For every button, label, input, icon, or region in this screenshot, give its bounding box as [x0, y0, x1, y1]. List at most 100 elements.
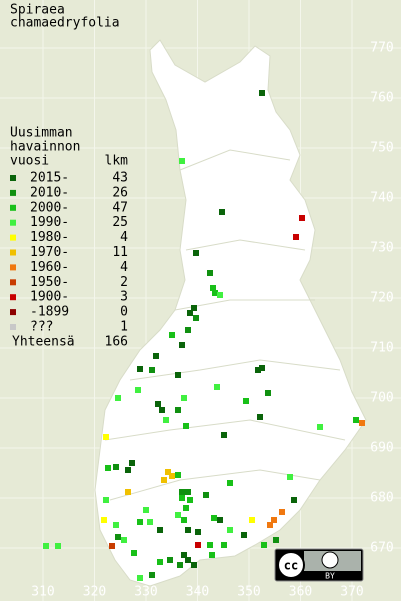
legend-count: 43: [112, 171, 128, 186]
observation-square: [165, 469, 171, 475]
observation-square: [181, 395, 187, 401]
x-tick-label: 350: [237, 585, 260, 600]
legend-header: havainnon: [10, 140, 80, 155]
observations: [43, 90, 365, 581]
legend-label: -1899: [30, 305, 69, 320]
observation-square: [227, 480, 233, 486]
x-tick-label: 330: [134, 585, 157, 600]
observation-square: [210, 285, 216, 291]
legend-swatch: [10, 204, 16, 211]
y-tick-label: 750: [370, 141, 393, 156]
title: Spiraea: [10, 3, 65, 18]
observation-square: [179, 489, 185, 495]
x-tick-label: 320: [83, 585, 106, 600]
observation-square: [169, 473, 175, 479]
observation-square: [129, 460, 135, 466]
y-tick-label: 710: [370, 341, 393, 356]
observation-square: [135, 387, 141, 393]
observation-square: [179, 495, 185, 501]
observation-square: [137, 519, 143, 525]
observation-square: [187, 497, 193, 503]
observation-square: [137, 575, 143, 581]
legend-label: 2010-: [30, 185, 69, 200]
observation-square: [121, 537, 127, 543]
finland-outline: [94, 39, 367, 587]
observation-square: [217, 292, 223, 298]
total-label: Yhteensä: [12, 335, 75, 350]
observation-square: [217, 517, 223, 523]
x-tick-label: 340: [186, 585, 209, 600]
y-tick-label: 700: [370, 391, 393, 406]
legend-swatch: [10, 234, 16, 241]
legend-label: 1960-: [30, 260, 69, 275]
observation-square: [147, 519, 153, 525]
observation-square: [105, 465, 111, 471]
observation-square: [175, 372, 181, 378]
observation-square: [185, 557, 191, 563]
observation-square: [259, 365, 265, 371]
legend-label: 2015-: [30, 171, 69, 186]
observation-square: [207, 270, 213, 276]
legend-swatch: [10, 309, 16, 316]
observation-square: [187, 310, 193, 316]
y-tick-label: 730: [370, 241, 393, 256]
legend-swatch: [10, 249, 16, 256]
observation-square: [265, 390, 271, 396]
legend-swatch: [10, 279, 16, 286]
legend-count: 4: [120, 230, 128, 245]
observation-square: [157, 559, 163, 565]
observation-square: [317, 424, 323, 430]
observation-square: [125, 489, 131, 495]
observation-square: [353, 417, 359, 423]
legend-label: ???: [30, 320, 53, 335]
legend-header: Uusimman: [10, 126, 73, 141]
observation-square: [175, 472, 181, 478]
observation-square: [293, 234, 299, 240]
legend-label: 1970-: [30, 245, 69, 260]
observation-square: [115, 395, 121, 401]
title: chamaedryfolia: [10, 16, 120, 31]
legend-label: 2000-: [30, 200, 69, 215]
observation-square: [101, 517, 107, 523]
observation-square: [249, 517, 255, 523]
observation-square: [209, 552, 215, 558]
legend: Spiraea chamaedryfolia Uusimman havainno…: [10, 3, 128, 350]
license-badge: cc BY: [274, 548, 364, 582]
observation-square: [212, 290, 218, 296]
legend-swatch: [10, 264, 16, 271]
observation-square: [153, 353, 159, 359]
legend-count: 0: [120, 305, 128, 320]
observation-square: [221, 542, 227, 548]
legend-label: 1980-: [30, 230, 69, 245]
legend-label: 1950-: [30, 275, 69, 290]
observation-square: [113, 522, 119, 528]
observation-square: [203, 492, 209, 498]
y-tick-label: 720: [370, 291, 393, 306]
legend-count: 4: [120, 260, 128, 275]
observation-square: [113, 464, 119, 470]
legend-swatch: [10, 189, 16, 196]
observation-square: [227, 527, 233, 533]
legend-swatch: [10, 219, 16, 226]
legend-label: 1990-: [30, 215, 69, 230]
legend-count: 47: [112, 200, 128, 215]
observation-square: [43, 543, 49, 549]
x-tick-label: 370: [340, 585, 363, 600]
observation-square: [193, 250, 199, 256]
observation-square: [211, 515, 217, 521]
observation-square: [179, 158, 185, 164]
legend-header: vuosi: [10, 154, 49, 169]
y-tick-label: 690: [370, 441, 393, 456]
observation-square: [103, 434, 109, 440]
y-tick-label: 740: [370, 191, 393, 206]
observation-square: [175, 407, 181, 413]
legend-count: 11: [112, 245, 128, 260]
observation-square: [259, 90, 265, 96]
by-text: BY: [325, 572, 335, 581]
observation-square: [149, 367, 155, 373]
observation-square: [179, 342, 185, 348]
observation-square: [267, 522, 273, 528]
observation-square: [167, 557, 173, 563]
observation-square: [221, 432, 227, 438]
observation-square: [257, 414, 263, 420]
